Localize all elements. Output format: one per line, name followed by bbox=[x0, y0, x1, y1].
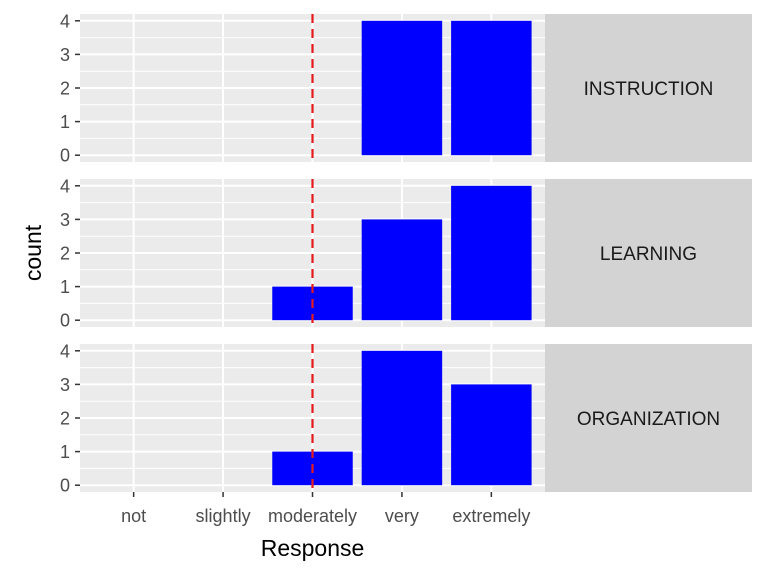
x-axis-title: Response bbox=[261, 535, 365, 561]
bar-organization-very bbox=[361, 350, 443, 486]
y-tick-label: 4 bbox=[60, 176, 70, 196]
y-tick-label: 4 bbox=[60, 341, 70, 361]
panel-learning: 0 1 2 3 4 LEARNING bbox=[60, 176, 752, 331]
y-tick-label: 0 bbox=[60, 146, 70, 166]
x-tick-label: slightly bbox=[196, 506, 251, 526]
y-tick-label: 3 bbox=[60, 375, 70, 395]
facet-strip bbox=[545, 179, 752, 327]
facet-strip bbox=[545, 344, 752, 492]
bar-learning-very bbox=[361, 219, 443, 321]
y-tick-label: 4 bbox=[60, 11, 70, 31]
bar-instruction-very bbox=[361, 20, 443, 156]
y-tick-label: 3 bbox=[60, 45, 70, 65]
y-axis-title: count bbox=[20, 224, 46, 281]
facet-strip-label: LEARNING bbox=[600, 244, 697, 265]
panel-organization: 0 1 2 3 4 ORGANIZATION bbox=[60, 341, 752, 496]
y-tick-label: 3 bbox=[60, 210, 70, 230]
y-tick-label: 2 bbox=[60, 79, 70, 99]
facet-strip-label: ORGANIZATION bbox=[577, 409, 720, 430]
y-tick-label: 1 bbox=[60, 112, 70, 132]
facet-strip-label: INSTRUCTION bbox=[584, 79, 714, 100]
x-tick-label: extremely bbox=[452, 506, 530, 526]
x-tick-label: not bbox=[121, 506, 146, 526]
x-tick-label: moderately bbox=[268, 506, 357, 526]
y-tick-label: 0 bbox=[60, 476, 70, 496]
facet-strip bbox=[545, 14, 752, 162]
x-tick-label: very bbox=[385, 506, 419, 526]
y-tick-label: 1 bbox=[60, 442, 70, 462]
bar-organization-extremely bbox=[451, 384, 532, 486]
bar-instruction-extremely bbox=[451, 20, 532, 156]
y-tick-label: 2 bbox=[60, 409, 70, 429]
y-tick-label: 0 bbox=[60, 311, 70, 331]
y-tick-label: 1 bbox=[60, 277, 70, 297]
panel-instruction: 0 1 2 3 4 INSTRUCTION bbox=[60, 11, 752, 166]
x-axis: not slightly moderately very extremely bbox=[121, 492, 530, 526]
panels-layer: 0 1 2 3 4 INSTRUCTION 0 1 2 3 4 LEARNING 0 1 2 3 4 ORGANI… bbox=[60, 11, 752, 496]
y-tick-label: 2 bbox=[60, 244, 70, 264]
bar-learning-extremely bbox=[451, 185, 532, 321]
